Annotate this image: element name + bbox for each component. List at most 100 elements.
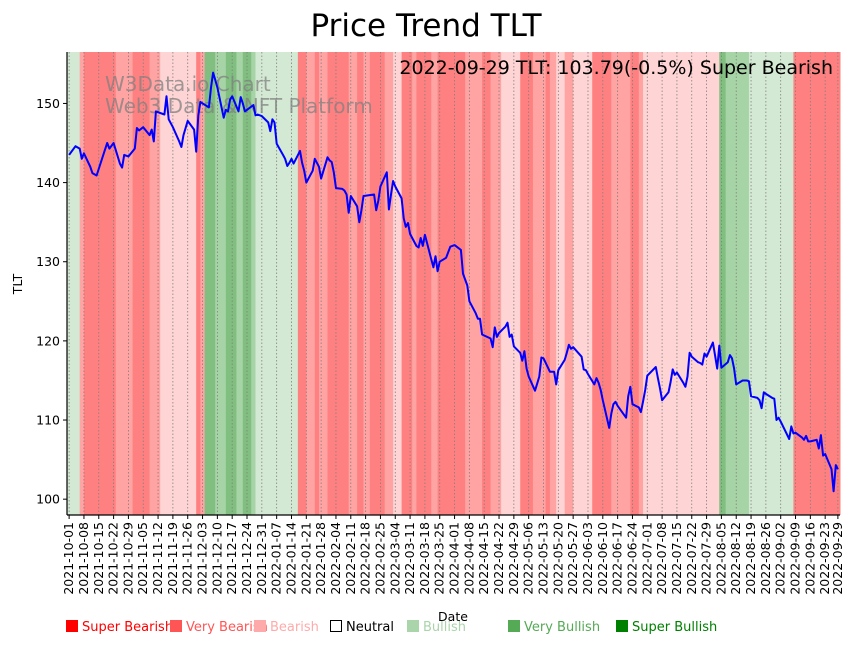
x-tick-label: 2022-07-01 bbox=[639, 522, 654, 595]
band-bearish bbox=[556, 52, 566, 515]
legend-label: Very Bearish bbox=[186, 620, 268, 635]
band-super-bearish bbox=[520, 52, 534, 515]
y-tick-label: 120 bbox=[36, 333, 60, 348]
x-tick-label: 2021-12-10 bbox=[209, 522, 224, 595]
x-tick-label: 2022-02-25 bbox=[372, 522, 387, 595]
band-super-bearish bbox=[132, 52, 151, 515]
band-super-bullish bbox=[225, 52, 237, 515]
legend-item-bearish: Bearish bbox=[254, 620, 319, 635]
band-bearish bbox=[501, 52, 521, 515]
x-tick-label: 2022-04-22 bbox=[491, 522, 506, 595]
band-super-bearish bbox=[416, 52, 432, 515]
axes bbox=[66, 52, 840, 516]
x-tick-label: 2022-04-29 bbox=[506, 522, 521, 595]
x-tick-label: 2022-04-01 bbox=[447, 522, 462, 595]
legend-swatch bbox=[66, 620, 78, 632]
band-very-bearish bbox=[465, 52, 483, 515]
gridlines bbox=[68, 52, 839, 515]
x-tick-label: 2021-11-26 bbox=[180, 522, 195, 595]
x-tick-label: 2022-02-11 bbox=[343, 522, 358, 595]
x-tick-label: 2021-12-03 bbox=[195, 522, 210, 595]
x-tick-label: 2022-05-06 bbox=[521, 522, 536, 595]
x-tick-label: 2022-03-18 bbox=[417, 522, 432, 595]
band-very-bearish bbox=[490, 52, 502, 515]
y-axis-ticks: 100 110 120 130 140 150 bbox=[36, 96, 67, 507]
x-tick-label: 2021-12-17 bbox=[224, 522, 239, 595]
x-tick-label: 2022-09-02 bbox=[773, 522, 788, 595]
x-tick-label: 2022-05-27 bbox=[565, 522, 580, 595]
band-very-bearish bbox=[412, 52, 417, 515]
x-tick-label: 2022-09-29 bbox=[830, 522, 845, 595]
band-bearish bbox=[393, 52, 403, 515]
band-super-bearish bbox=[437, 52, 466, 515]
legend-label: Super Bearish bbox=[82, 620, 174, 635]
band-super-bearish bbox=[196, 52, 201, 515]
x-tick-label: 2021-10-15 bbox=[91, 522, 106, 595]
legend-swatch bbox=[616, 620, 628, 632]
x-tick-label: 2022-04-15 bbox=[476, 522, 491, 595]
sentiment-bands bbox=[67, 52, 841, 515]
x-tick-label: 2022-07-29 bbox=[699, 522, 714, 595]
x-tick-label: 2022-05-20 bbox=[550, 522, 565, 595]
legend-label: Neutral bbox=[346, 620, 394, 635]
band-very-bullish bbox=[215, 52, 227, 515]
x-axis-ticks: 2021-10-01 2021-10-08 2021-10-15 2021-10-22… bbox=[61, 515, 845, 595]
x-tick-label: 2022-01-07 bbox=[269, 522, 284, 595]
legend-swatch bbox=[330, 620, 342, 632]
band-super-bearish bbox=[297, 52, 307, 515]
band-super-bearish bbox=[592, 52, 612, 515]
x-tick-label: 2021-11-05 bbox=[135, 522, 150, 595]
band-super-bullish bbox=[719, 52, 727, 515]
legend-item-bullish: Bullish bbox=[407, 620, 466, 635]
x-tick-label: 2022-01-14 bbox=[283, 522, 298, 595]
band-very-bearish bbox=[549, 52, 557, 515]
x-tick-label: 2022-06-10 bbox=[595, 522, 610, 595]
y-tick-label: 140 bbox=[36, 175, 60, 190]
band-very-bearish bbox=[532, 52, 547, 515]
band-very-bullish bbox=[251, 52, 256, 515]
x-tick-label: 2022-02-04 bbox=[328, 522, 343, 595]
legend-swatch bbox=[170, 620, 182, 632]
x-tick-label: 2022-06-24 bbox=[624, 522, 639, 595]
legend-label: Bearish bbox=[270, 620, 319, 635]
band-bearish bbox=[643, 52, 720, 515]
band-super-bearish bbox=[357, 52, 364, 515]
legend-item-super-bullish: Super Bullish bbox=[616, 620, 717, 635]
x-tick-label: 2021-10-01 bbox=[61, 522, 76, 595]
x-tick-label: 2022-01-21 bbox=[298, 522, 313, 595]
y-tick-label: 110 bbox=[36, 413, 60, 428]
band-very-bearish bbox=[431, 52, 439, 515]
band-very-bearish bbox=[611, 52, 631, 515]
legend-item-neutral: Neutral bbox=[330, 620, 394, 635]
x-tick-label: 2022-07-15 bbox=[669, 522, 684, 595]
band-very-bearish bbox=[564, 52, 574, 515]
x-tick-label: 2022-05-13 bbox=[536, 522, 551, 595]
band-super-bearish bbox=[630, 52, 640, 515]
x-tick-label: 2021-10-08 bbox=[76, 522, 91, 595]
band-very-bearish bbox=[638, 52, 644, 515]
y-tick-label: 130 bbox=[36, 254, 60, 269]
band-super-bearish bbox=[369, 52, 386, 515]
x-tick-label: 2022-03-11 bbox=[402, 522, 417, 595]
band-very-bullish bbox=[725, 52, 750, 515]
x-tick-label: 2022-09-16 bbox=[802, 522, 817, 595]
legend-swatch bbox=[254, 620, 266, 632]
x-tick-label: 2021-11-19 bbox=[165, 522, 180, 595]
x-tick-label: 2022-07-22 bbox=[684, 522, 699, 595]
band-very-bearish bbox=[115, 52, 134, 515]
legend-label: Bullish bbox=[423, 620, 467, 635]
x-tick-label: 2021-10-22 bbox=[106, 522, 121, 595]
legend-swatch bbox=[508, 620, 520, 632]
band-very-bearish bbox=[306, 52, 316, 515]
x-tick-label: 2022-06-17 bbox=[610, 522, 625, 595]
x-tick-label: 2022-09-09 bbox=[788, 522, 803, 595]
x-tick-label: 2022-02-18 bbox=[358, 522, 373, 595]
x-tick-label: 2022-08-19 bbox=[743, 522, 758, 595]
x-tick-label: 2022-08-26 bbox=[758, 522, 773, 595]
band-very-bearish bbox=[149, 52, 161, 515]
x-tick-label: 2022-07-08 bbox=[654, 522, 669, 595]
x-tick-label: 2022-06-03 bbox=[580, 522, 595, 595]
x-tick-label: 2021-10-29 bbox=[120, 522, 135, 595]
band-super-bearish bbox=[793, 52, 841, 515]
